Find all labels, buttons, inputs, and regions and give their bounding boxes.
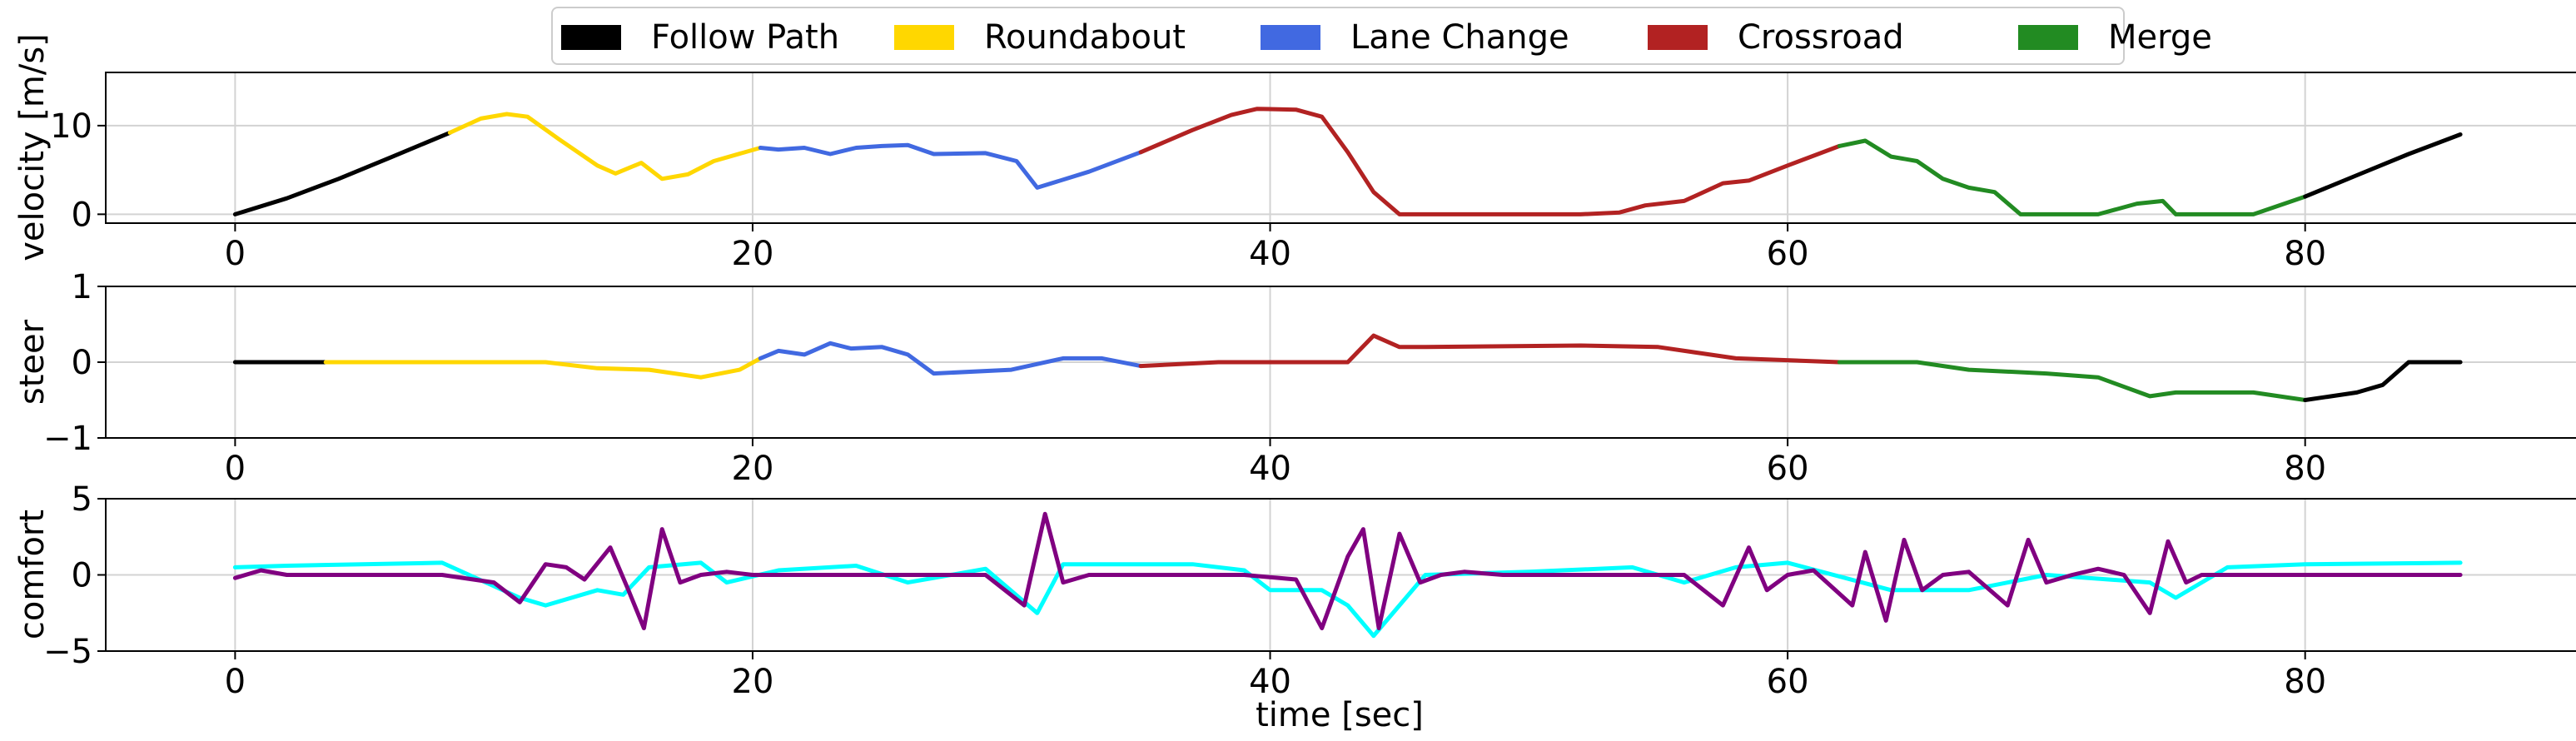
series-line-segment xyxy=(758,142,1143,190)
legend-swatch xyxy=(1261,25,1320,50)
x-tick-label: 80 xyxy=(2284,450,2326,488)
series-line-segment xyxy=(447,112,763,182)
legend-item: Follow Path xyxy=(561,8,839,67)
series-line-segment xyxy=(1138,107,1842,216)
x-tick-label: 40 xyxy=(1249,450,1291,488)
series-line-segment xyxy=(2303,360,2463,402)
legend-swatch xyxy=(2018,25,2078,50)
x-tick-label: 40 xyxy=(1249,235,1291,273)
legend-label: Merge xyxy=(2108,18,2212,57)
x-tick-label: 60 xyxy=(1767,235,1809,273)
legend-item: Lane Change xyxy=(1261,8,1569,67)
series-line-segment xyxy=(1138,333,1842,369)
series-line-segment xyxy=(232,130,452,216)
series-line xyxy=(232,560,2463,639)
legend: Follow Path Roundabout Lane Change Crossroa… xyxy=(551,7,2212,67)
y-tick-label: −1 xyxy=(43,420,92,458)
legend-label: Crossroad xyxy=(1738,18,1904,57)
y-tick-label: 0 xyxy=(72,557,92,595)
series-line xyxy=(232,511,2463,630)
x-axis-label: time [sec] xyxy=(1256,696,1424,734)
x-tick-label: 0 xyxy=(225,235,246,273)
series-line-segment xyxy=(2303,132,2463,199)
legend-label: Lane Change xyxy=(1350,18,1569,57)
y-tick-label: 1 xyxy=(72,268,92,306)
y-tick-label: 10 xyxy=(50,107,92,146)
x-tick-label: 20 xyxy=(732,450,774,488)
legend-swatch xyxy=(1648,25,1708,50)
legend-item: Merge xyxy=(2018,8,2212,67)
y-tick-label: 0 xyxy=(72,344,92,382)
y-axis-label: steer xyxy=(13,319,52,405)
y-axis-label: velocity [m/s] xyxy=(13,33,52,261)
x-tick-label: 20 xyxy=(732,663,774,701)
x-tick-label: 60 xyxy=(1767,663,1809,701)
series-line-segment xyxy=(1837,138,2308,216)
legend-swatch xyxy=(894,25,954,50)
x-tick-label: 0 xyxy=(225,663,246,701)
legend-item: Roundabout xyxy=(894,8,1186,67)
x-tick-label: 0 xyxy=(225,450,246,488)
legend-label: Follow Path xyxy=(651,18,840,57)
legend-label: Roundabout xyxy=(984,18,1186,57)
y-tick-label: 0 xyxy=(72,196,92,234)
axes-frame xyxy=(105,72,2576,224)
x-tick-label: 40 xyxy=(1249,663,1291,701)
y-tick-label: −5 xyxy=(43,633,92,671)
series-line-segment xyxy=(1837,360,2308,402)
subplot-2: 0 20 40 60 80 −1 0 1 steer xyxy=(13,268,2576,488)
series-line-segment xyxy=(758,341,1143,376)
x-tick-label: 80 xyxy=(2284,235,2326,273)
x-tick-label: 60 xyxy=(1767,450,1809,488)
subplot-3: 0 20 40 60 80 −5 0 5 comfort time [sec] xyxy=(13,480,2576,734)
series-line-segment xyxy=(323,356,763,380)
y-axis-label: comfort xyxy=(13,510,52,639)
y-tick-label: 5 xyxy=(72,480,92,519)
x-tick-label: 80 xyxy=(2284,663,2326,701)
legend-swatch xyxy=(561,25,621,50)
x-tick-label: 20 xyxy=(732,235,774,273)
legend-item: Crossroad xyxy=(1648,8,1904,67)
